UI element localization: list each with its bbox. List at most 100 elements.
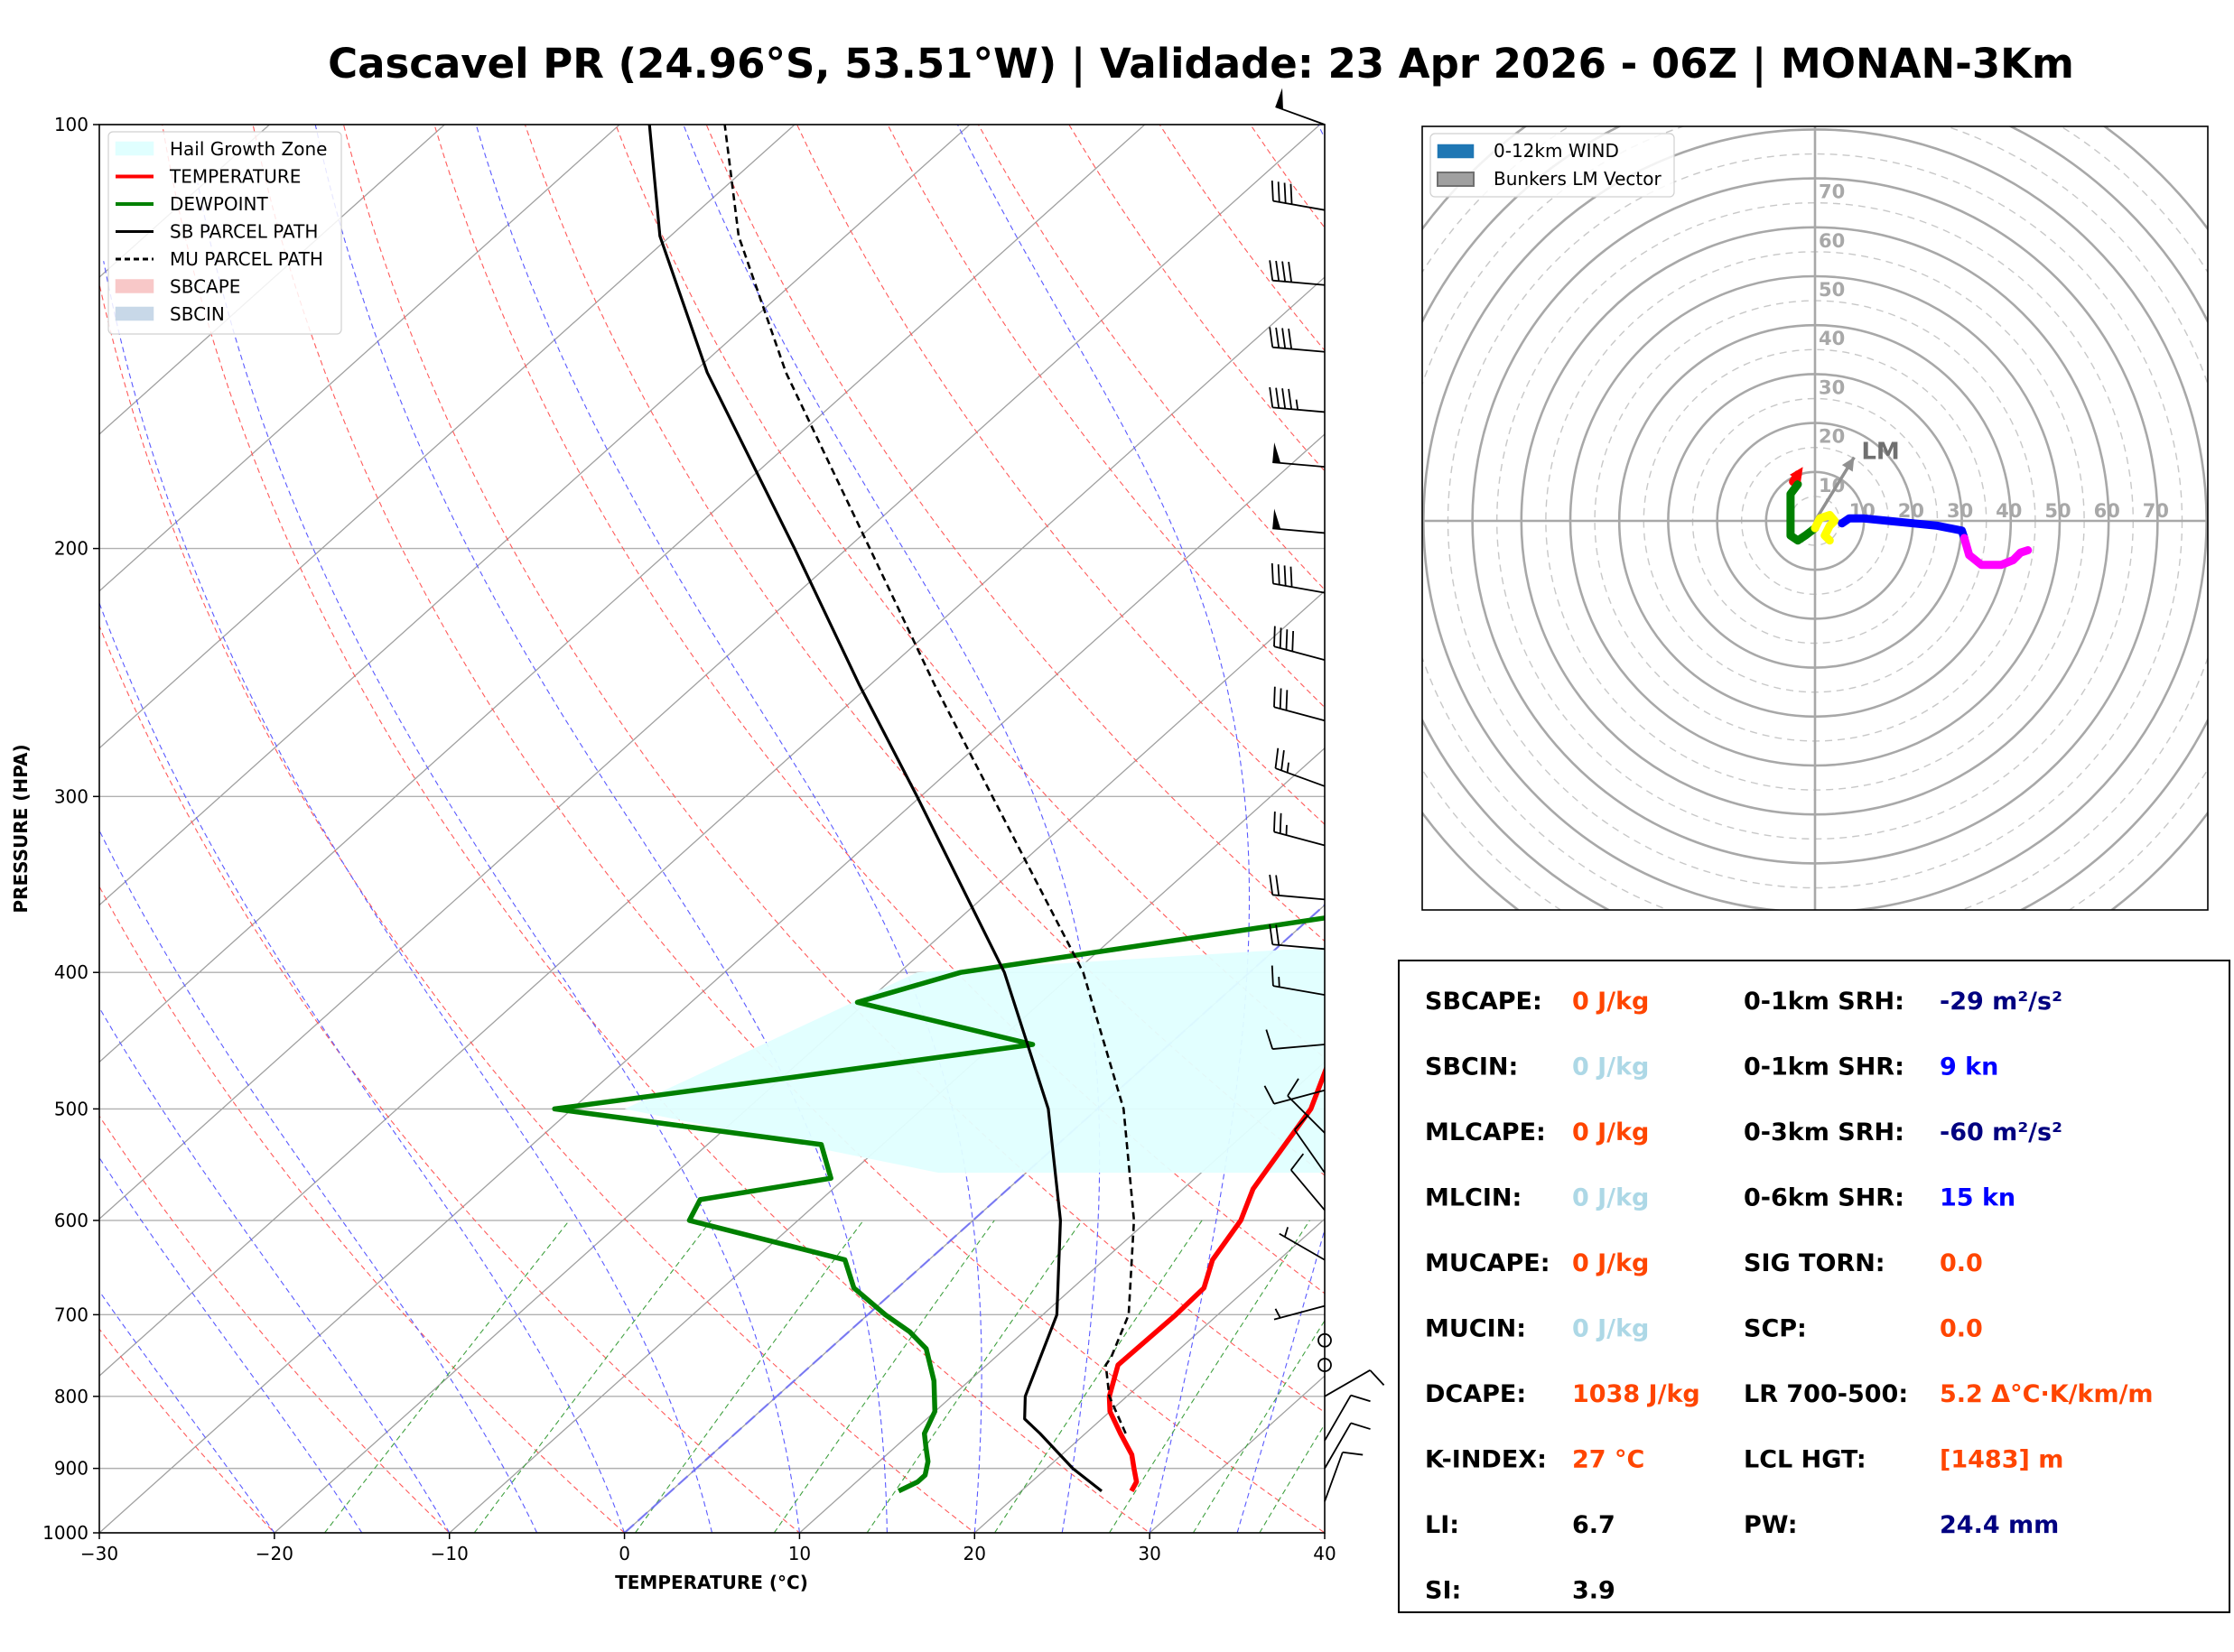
index-label: LCL HGT: (1744, 1446, 1866, 1474)
wind-barb (1273, 686, 1326, 722)
moist-adiabat-line (956, 125, 1251, 1533)
x-tick-label: 30 (1138, 1543, 1160, 1564)
hodograph-ring-label: 40 (1819, 328, 1845, 349)
sb-parcel-line (647, 125, 1103, 1492)
y-tick-label: 300 (54, 785, 88, 807)
dry-adiabat-line (705, 125, 1325, 942)
y-tick-label: 100 (54, 114, 88, 135)
mixing-ratio-line (1109, 1220, 1310, 1533)
index-label: 0-3km SRH: (1744, 1118, 1904, 1146)
wind-barb (1269, 386, 1326, 413)
legend-label: Bunkers LM Vector (1494, 168, 1662, 190)
index-value: 24.4 mm (1940, 1511, 2059, 1539)
moist-adiabat-line (103, 261, 713, 1533)
y-tick-label: 600 (54, 1210, 88, 1231)
isotherm-line (99, 433, 1325, 1533)
y-axis-label: PRESSURE (HPA) (10, 744, 32, 913)
moist-adiabat-line (475, 125, 982, 1533)
legend-swatch (115, 141, 154, 156)
hail-growth-zone-fill (624, 947, 1325, 1174)
x-tick-label: 40 (1313, 1543, 1336, 1564)
skewt-axes: −30 −20 −10 0 10 20 30 40 1000 900 800 700 600 500 400… (42, 114, 1336, 1564)
index-label: MUCIN: (1425, 1315, 1526, 1343)
hodograph-ring-label: 40 (1996, 500, 2022, 522)
y-tick-label: 800 (54, 1386, 88, 1407)
index-label: MLCAPE: (1425, 1118, 1546, 1146)
wind-barb (1274, 747, 1326, 787)
index-value: 0 J/kg (1572, 1118, 1649, 1146)
index-value: -60 m²/s² (1940, 1118, 2062, 1146)
index-value: 9 kn (1940, 1053, 1998, 1081)
wind-barb (1272, 508, 1326, 534)
wind-barb (1287, 1078, 1326, 1134)
y-tick-label: 500 (54, 1098, 88, 1119)
hodograph-segment-1-3km (1786, 479, 1820, 545)
moist-adiabat-line (99, 1007, 451, 1533)
hodograph-ring-label: 20 (1819, 426, 1845, 448)
skewt-panel: −30 −20 −10 0 10 20 30 40 1000 900 800 700 600 500 400… (10, 88, 1385, 1593)
wind-barb (1271, 181, 1326, 211)
mixing-ratio-line (1259, 1423, 1325, 1533)
wind-barb (1271, 965, 1326, 997)
y-tick-label: 1000 (42, 1522, 88, 1544)
dry-adiabat-line (99, 1115, 451, 1533)
hodograph-segment-6-9km (1838, 514, 1969, 543)
index-label: PW: (1744, 1511, 1798, 1539)
indices-box (1398, 960, 2230, 1613)
mixing-ratio-line (773, 1220, 995, 1533)
index-value: 6.7 (1572, 1511, 1615, 1539)
legend-swatch (1437, 144, 1475, 159)
isotherm-line (99, 125, 796, 749)
mixing-ratio-line (994, 1220, 1203, 1533)
dry-adiabat-line (796, 125, 1325, 825)
skewt-legend: Hail Growth Zone TEMPERATURE DEWPOINT SB PA… (107, 131, 342, 335)
index-label: MUCAPE: (1425, 1249, 1550, 1277)
wind-barb (1269, 923, 1326, 951)
dry-adiabat-line (252, 125, 1325, 1533)
isotherm-line (273, 589, 1325, 1533)
x-tick-label: −20 (256, 1543, 293, 1564)
y-tick-label: 400 (54, 961, 88, 983)
x-tick-label: 20 (963, 1543, 986, 1564)
moist-adiabat-line (99, 1290, 275, 1533)
index-value: [1483] m (1940, 1446, 2063, 1474)
wind-barb (1324, 1394, 1371, 1442)
mixing-ratio-line (866, 1220, 1083, 1533)
dry-adiabat-line (433, 125, 1325, 1295)
x-tick-label: 10 (788, 1543, 811, 1564)
index-label: SIG TORN: (1744, 1249, 1885, 1277)
isotherm-line (973, 1218, 1325, 1533)
hodograph-segment-3-6km (1810, 511, 1839, 545)
hodograph-legend: 0-12km WIND Bunkers LM Vector (1429, 133, 1675, 198)
legend-label: SB PARCEL PATH (170, 221, 318, 243)
skewt-series (552, 125, 1325, 1494)
x-tick-label: −10 (431, 1543, 469, 1564)
wind-barb (1269, 260, 1326, 286)
legend-swatch (115, 279, 154, 293)
isotherm-line (99, 276, 1325, 1378)
isotherm-line (99, 125, 1321, 1220)
moist-adiabat-line (314, 125, 888, 1533)
wind-barb (1290, 1153, 1326, 1211)
wind-barb-calm (1317, 1358, 1332, 1372)
y-tick-label: 200 (54, 538, 88, 560)
index-label: 0-1km SHR: (1744, 1053, 1904, 1081)
hodograph-ring-label: 50 (1819, 279, 1845, 301)
moist-adiabat-line (683, 125, 1101, 1533)
dry-adiabat-line (342, 125, 1325, 1414)
index-value: 0 J/kg (1572, 988, 1649, 1016)
dry-adiabat-line (99, 885, 626, 1533)
wind-barb (1324, 1369, 1385, 1397)
index-value: 27 °C (1572, 1446, 1644, 1474)
moist-adiabat-line (197, 182, 800, 1533)
wind-barb (1273, 626, 1326, 661)
x-tick-label: 0 (619, 1543, 630, 1564)
isotherm-line (99, 125, 621, 592)
index-label: MLCIN: (1425, 1184, 1522, 1212)
isotherm-line (798, 1061, 1325, 1533)
wind-barbs (1263, 88, 1385, 1502)
legend-label: 0-12km WIND (1494, 140, 1619, 162)
